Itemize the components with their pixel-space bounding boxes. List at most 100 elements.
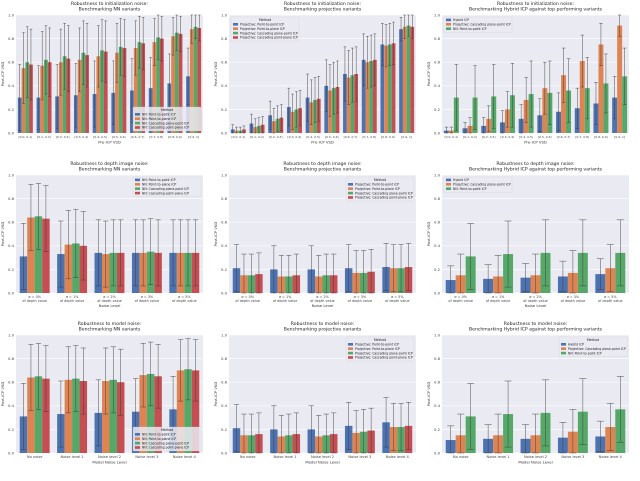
- bar: [133, 48, 138, 133]
- y-tick-label: 1.0: [221, 172, 228, 177]
- y-tick-label: 1.0: [221, 12, 228, 17]
- legend-swatch: [348, 343, 353, 346]
- bar: [154, 376, 162, 453]
- y-axis-label: Post-ICP VSD: [426, 62, 431, 87]
- x-tick-label: σ = 3%: [567, 295, 580, 299]
- x-tick-label: σ = 2%: [316, 295, 329, 299]
- bar: [44, 59, 48, 134]
- legend-swatch: [135, 441, 140, 445]
- x-tick-label: Noise level 3: [135, 455, 158, 459]
- bar: [598, 44, 604, 133]
- y-tick-label: 0.8: [8, 196, 15, 201]
- bar: [406, 25, 411, 133]
- y-tick-label: 1.0: [8, 12, 15, 17]
- x-tick-label: σ = 1%: [279, 295, 292, 299]
- y-tick-label: 1.0: [8, 332, 15, 337]
- legend-swatch: [446, 18, 451, 22]
- x-tick-label: [0.2, 0.3): [269, 135, 283, 139]
- y-axis-label: Post-ICP VSD: [213, 382, 218, 407]
- legend-swatch: [233, 36, 238, 39]
- legend-label: Hybrid ICP: [568, 343, 584, 347]
- legend-label: NN: Point-to-point ICP: [453, 187, 487, 191]
- legend-swatch: [233, 27, 238, 30]
- bar: [81, 52, 86, 134]
- y-tick-label: 0.4: [221, 243, 228, 248]
- bar: [189, 29, 194, 133]
- legend-label: Projective: Cascading point-plane ICP: [240, 36, 298, 40]
- x-tick-label: Noise level 1: [487, 455, 510, 459]
- x-axis-label: Pre-ICP VSD: [311, 140, 334, 145]
- y-tick-label: 0.0: [434, 290, 441, 295]
- legend-swatch: [135, 183, 140, 186]
- x-tick-label: No noise: [453, 455, 469, 459]
- legend-swatch: [135, 433, 140, 436]
- legend-swatch: [348, 183, 353, 186]
- legend-swatch: [135, 117, 140, 120]
- y-tick-label: 0.2: [8, 107, 15, 112]
- x-tick-label: [0.1, 0.2): [37, 135, 51, 139]
- bar: [561, 75, 567, 133]
- bar: [64, 379, 73, 453]
- x-tick-label: Noise level 4: [173, 455, 197, 459]
- bar: [42, 378, 50, 453]
- legend-swatch: [446, 187, 451, 190]
- legend-swatch: [348, 187, 353, 190]
- legend-box: [132, 106, 202, 132]
- legend-swatch: [348, 351, 353, 355]
- chart-svg: Robustness to model noise:Benchmarking N…: [0, 321, 203, 465]
- chart-panel-depth-nn: Robustness to depth image noise: Benchmar…: [0, 160, 213, 320]
- chart-title: Robustness to model noise:: [78, 321, 142, 327]
- chart-panel-init-hybrid: Robustness to initialization noise: Bench…: [426, 0, 639, 160]
- y-tick-label: 1.0: [8, 172, 15, 177]
- x-tick-label: [0.5, 0.6): [112, 135, 126, 139]
- x-axis-label: Pre-ICP VSD: [98, 140, 121, 145]
- chart-panel-model-projective: Robustness to model noise: Benchmarking p…: [213, 320, 426, 480]
- legend-swatch: [446, 23, 451, 26]
- chart-title: Robustness to model noise:: [291, 321, 355, 327]
- y-tick-label: 0.8: [434, 196, 441, 201]
- chart-title: Robustness to depth image noise:: [283, 161, 362, 167]
- legend-swatch: [135, 126, 140, 129]
- x-tick-label: [0.0, 0.1): [231, 135, 245, 139]
- bar: [66, 58, 71, 133]
- y-tick-label: 0.0: [8, 450, 15, 455]
- x-tick-label: Noise level 3: [561, 455, 584, 459]
- chart-panel-model-nn: Robustness to model noise: Benchmarking N…: [0, 320, 213, 480]
- bar: [191, 370, 200, 453]
- chart-title: Robustness to initialization noise:: [71, 1, 148, 7]
- x-tick-label: Noise level 1: [61, 455, 84, 459]
- bar: [59, 62, 63, 134]
- x-tick-label: σ = 1%: [492, 295, 505, 299]
- y-axis-label: Post-ICP VSD: [0, 382, 5, 407]
- y-axis-label: Post-ICP VSD: [213, 222, 218, 247]
- x-tick-label: of depth value: [135, 299, 160, 303]
- x-tick-label: σ = 5%: [178, 295, 191, 299]
- bar: [79, 381, 88, 453]
- chart-subtitle: Benchmarking Hybrid ICP against top perf…: [469, 167, 603, 173]
- y-axis-label: Post-ICP VSD: [0, 62, 5, 87]
- y-tick-label: 0.2: [221, 267, 228, 272]
- legend-box: [558, 336, 628, 357]
- legend-swatch: [135, 187, 140, 190]
- bar: [159, 38, 164, 133]
- bar: [350, 75, 355, 133]
- y-tick-label: 0.8: [221, 36, 228, 41]
- y-axis-label: Post-ICP VSD: [426, 382, 431, 407]
- x-tick-label: [0.9, 1]: [614, 135, 625, 139]
- chart-svg: Robustness to model noise:Benchmarking p…: [213, 321, 416, 465]
- bar: [27, 217, 35, 293]
- bar: [184, 369, 192, 453]
- chart-svg: Robustness to depth image noise:Benchmar…: [426, 161, 629, 308]
- y-tick-label: 0.2: [434, 107, 441, 112]
- legend-box: [443, 16, 513, 33]
- chart-svg: Robustness to depth image noise:Benchmar…: [0, 161, 203, 308]
- legend-swatch: [446, 27, 451, 30]
- x-tick-label: [0.6, 0.7): [557, 135, 571, 139]
- chart-svg: Robustness to initialization noise:Bench…: [426, 1, 629, 145]
- x-tick-label: [0.3, 0.4): [288, 135, 302, 139]
